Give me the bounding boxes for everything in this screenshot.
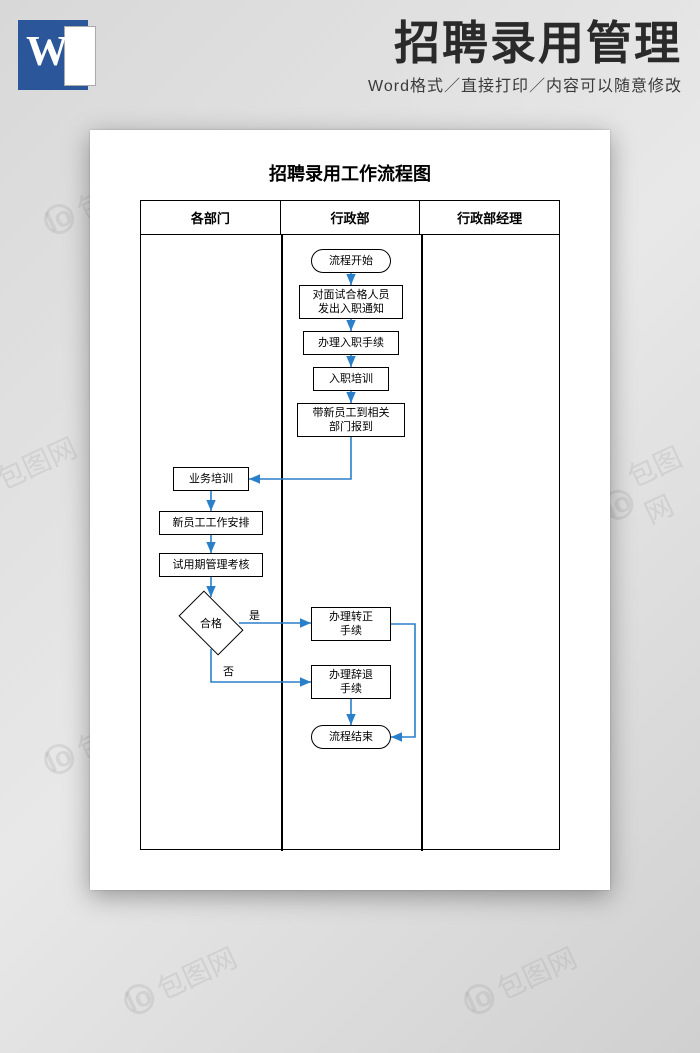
lane-header: 各部门 <box>141 201 281 234</box>
terminator-node: 流程开始 <box>311 249 391 273</box>
watermark: lo包图网 <box>0 427 83 514</box>
process-node: 办理转正 手续 <box>311 607 391 641</box>
lane-header-row: 各部门 行政部 行政部经理 <box>141 201 559 235</box>
process-node: 办理辞退 手续 <box>311 665 391 699</box>
template-header: W 招聘录用管理 Word格式／直接打印／内容可以随意修改 <box>0 20 700 96</box>
process-node: 新员工工作安排 <box>159 511 263 535</box>
swimlane-container: 各部门 行政部 行政部经理 流程开始对面试合格人员 发出入职通知办理入职手续入职… <box>140 200 560 850</box>
process-node: 对面试合格人员 发出入职通知 <box>299 285 403 319</box>
process-node: 业务培训 <box>173 467 249 491</box>
edge-label: 是 <box>249 607 260 623</box>
terminator-node: 流程结束 <box>311 725 391 749</box>
process-node: 入职培训 <box>313 367 389 391</box>
main-title: 招聘录用管理 <box>100 20 682 66</box>
document-page: 招聘录用工作流程图 各部门 行政部 行政部经理 流程开始对面试合格人员 发出入职… <box>90 130 610 890</box>
process-node: 办理入职手续 <box>303 331 399 355</box>
flow-arrow <box>249 437 351 479</box>
decision-label: 合格 <box>180 615 242 631</box>
document-title: 招聘录用工作流程图 <box>90 160 610 186</box>
flow-arrow <box>391 624 415 737</box>
edge-label: 否 <box>223 663 234 679</box>
lane-header: 行政部经理 <box>420 201 559 234</box>
lane-header: 行政部 <box>281 201 421 234</box>
process-node: 带新员工到相关 部门报到 <box>297 403 405 437</box>
word-icon: W <box>18 20 88 90</box>
arrow-layer <box>141 235 559 851</box>
word-letter: W <box>26 28 68 76</box>
sub-title: Word格式／直接打印／内容可以随意修改 <box>100 72 682 96</box>
watermark: lo包图网 <box>457 937 583 1024</box>
watermark: lo包图网 <box>117 937 243 1024</box>
lane-body: 流程开始对面试合格人员 发出入职通知办理入职手续入职培训带新员工到相关 部门报到… <box>141 235 559 851</box>
process-node: 试用期管理考核 <box>159 553 263 577</box>
lane-divider <box>281 235 283 851</box>
lane-divider <box>421 235 423 851</box>
